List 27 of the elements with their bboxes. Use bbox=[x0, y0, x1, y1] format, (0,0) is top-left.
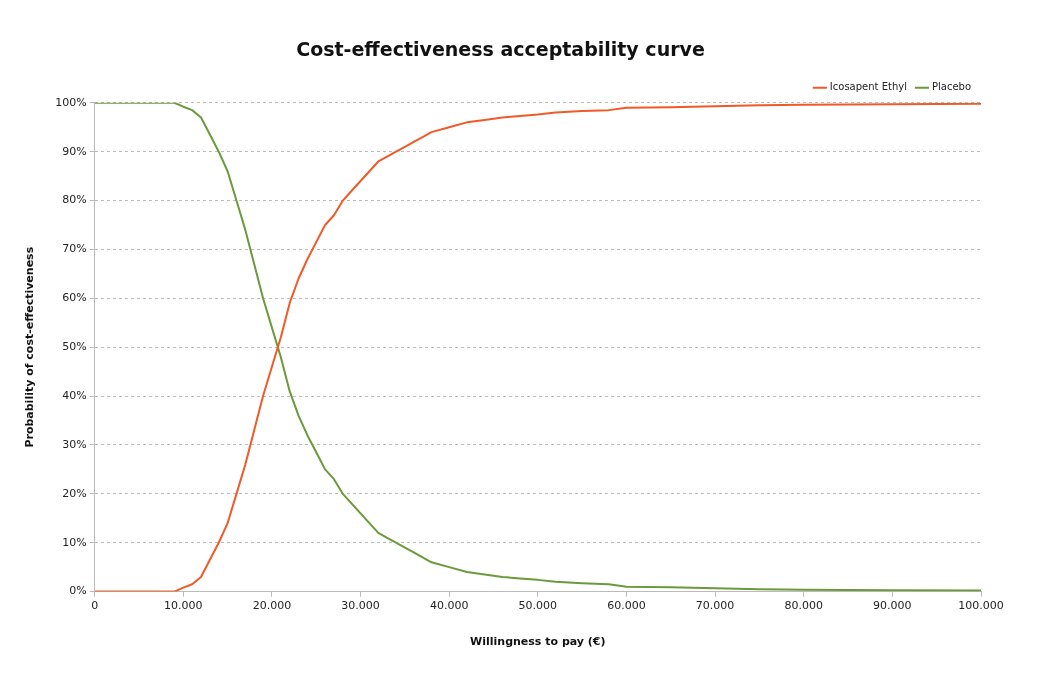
x-tick-label: 60.000 bbox=[607, 599, 646, 613]
legend-label: Placebo bbox=[931, 81, 972, 93]
legend-label: Icosapent Ethyl bbox=[829, 81, 907, 93]
x-axis-title: Willingness to pay (€) bbox=[470, 635, 606, 649]
y-tick-label: 100% bbox=[55, 95, 87, 109]
y-tick-label: 70% bbox=[62, 242, 87, 256]
y-tick-label: 60% bbox=[62, 291, 87, 305]
x-tick-label: 70.000 bbox=[695, 599, 735, 613]
x-tick-label: 50.000 bbox=[518, 599, 558, 613]
y-tick-label: 90% bbox=[62, 144, 87, 158]
y-tick-label: 80% bbox=[62, 193, 87, 207]
y-tick-label: 10% bbox=[62, 535, 87, 549]
y-tick-label: 0% bbox=[69, 584, 87, 598]
x-tick-label: 40.000 bbox=[429, 599, 469, 613]
x-tick-label: 80.000 bbox=[784, 599, 823, 613]
chart-title: Cost-effectiveness acceptability curve bbox=[296, 38, 705, 61]
y-tick-label: 30% bbox=[62, 437, 87, 451]
x-tick-label: 30.000 bbox=[341, 599, 380, 613]
x-tick-label: 90.000 bbox=[873, 599, 912, 613]
x-tick-label: 10.000 bbox=[164, 599, 203, 613]
x-tick-label: 100.000 bbox=[958, 599, 1004, 613]
y-tick-label: 40% bbox=[62, 388, 87, 402]
x-tick-label: 20.000 bbox=[252, 599, 292, 613]
y-tick-label: 50% bbox=[62, 340, 87, 354]
x-tick-label: 0 bbox=[91, 599, 99, 613]
y-axis-title: Probability of cost-effectiveness bbox=[23, 246, 37, 448]
y-tick-label: 20% bbox=[62, 486, 87, 500]
